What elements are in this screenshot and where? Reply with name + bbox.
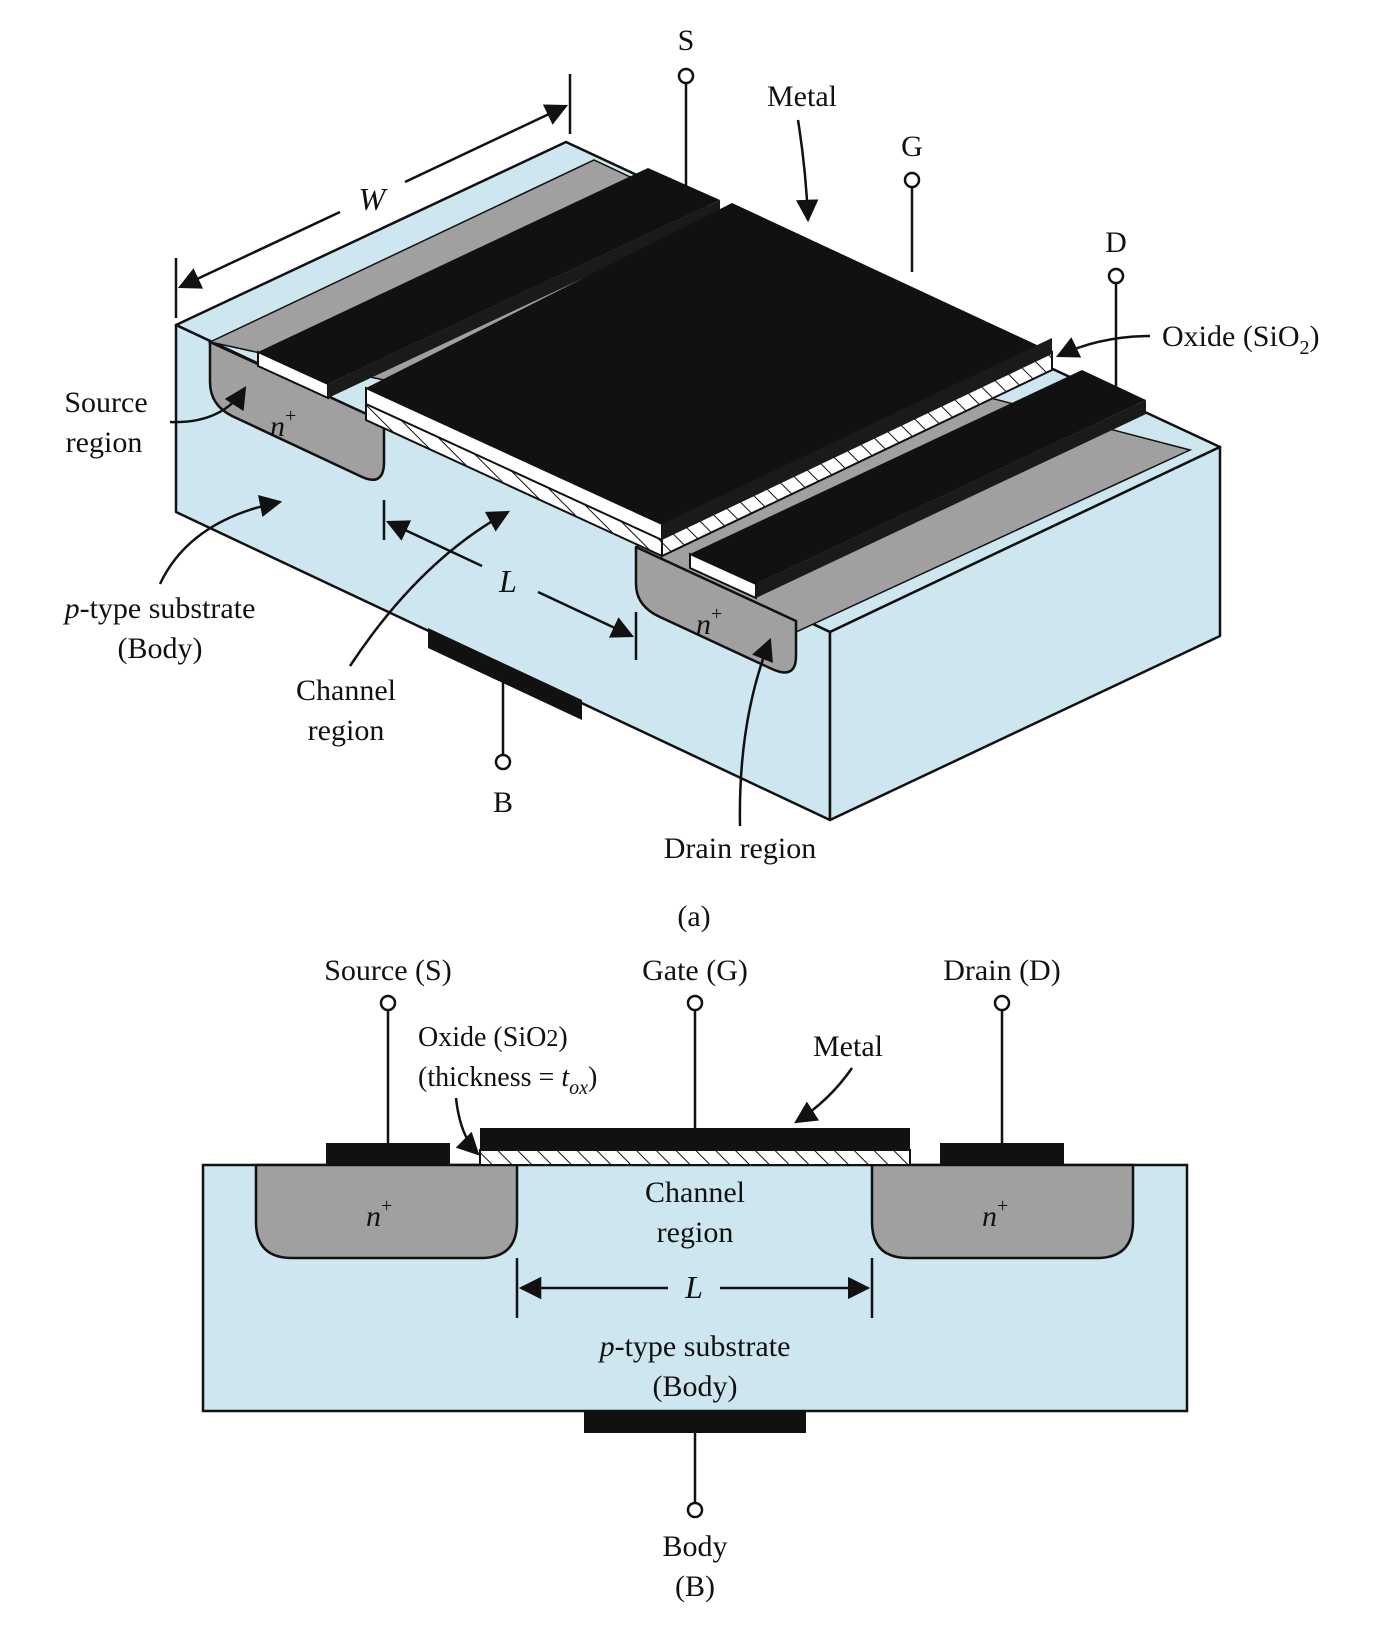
caption-a: (a) bbox=[677, 900, 710, 933]
terminal-drain bbox=[993, 994, 1011, 1012]
terminal-body bbox=[686, 1501, 704, 1519]
label-l-3d: L bbox=[498, 563, 517, 599]
label-drain-region-3d: Drain region bbox=[664, 832, 816, 865]
terminal-b-3d bbox=[494, 753, 512, 771]
label-g: G bbox=[901, 130, 923, 163]
label-oxide-cross: Oxide (SiO2) bbox=[418, 1022, 568, 1053]
label-s: S bbox=[678, 24, 695, 57]
part-b-cross-section: Source (S) Gate (G) Drain (D) Body (B) O… bbox=[201, 954, 1189, 1603]
body-metal-contact bbox=[584, 1411, 806, 1433]
label-source-region-line2: region bbox=[66, 426, 143, 459]
part-a-3d-view: S G D B W L n+ n+ Metal Oxide (SiO2) Sou… bbox=[63, 24, 1320, 933]
terminal-d-3d bbox=[1107, 267, 1125, 285]
label-w: W bbox=[359, 181, 389, 217]
source-metal-top bbox=[258, 168, 720, 384]
gate-metal bbox=[480, 1128, 910, 1150]
drain-metal-top bbox=[690, 370, 1146, 584]
oxide-layer bbox=[479, 1149, 911, 1166]
label-drain-terminal: Drain (D) bbox=[943, 954, 1060, 987]
n-plus-drain-label: n+ bbox=[982, 1195, 1008, 1233]
label-channel-cross-line1: Channel bbox=[645, 1176, 745, 1209]
label-oxide-thickness: (thickness = tox) bbox=[418, 1062, 597, 1099]
label-substrate-cross-line1: p-type substrate bbox=[598, 1330, 791, 1363]
n-plus-drain-3d: n+ bbox=[696, 603, 722, 641]
terminal-s-3d bbox=[677, 67, 695, 85]
label-source-region-line1: Source bbox=[64, 386, 147, 419]
terminal-g-3d bbox=[903, 171, 921, 189]
label-oxide-3d: Oxide (SiO2) bbox=[1162, 320, 1320, 359]
label-body-terminal-line2: (B) bbox=[675, 1570, 715, 1603]
label-substrate-3d-line1: p-type substrate bbox=[63, 592, 256, 625]
source-metal-contact bbox=[326, 1143, 450, 1165]
label-body-terminal-line1: Body bbox=[662, 1530, 727, 1563]
n-plus-drain-well bbox=[870, 1163, 1135, 1260]
drain-metal-contact bbox=[940, 1143, 1064, 1165]
label-channel-3d-line1: Channel bbox=[296, 674, 396, 707]
label-channel-cross-line2: region bbox=[657, 1216, 734, 1249]
source-well-front bbox=[208, 340, 386, 481]
label-source-terminal: Source (S) bbox=[324, 954, 451, 987]
gate-metal-top bbox=[366, 203, 1052, 538]
n-plus-source-3d: n+ bbox=[270, 405, 296, 443]
label-substrate-3d-line2: (Body) bbox=[118, 632, 203, 665]
n-plus-source-label: n+ bbox=[366, 1195, 392, 1233]
substrate-right-face bbox=[828, 445, 1222, 822]
label-substrate-cross-line2: (Body) bbox=[653, 1370, 738, 1403]
label-d: D bbox=[1105, 226, 1127, 259]
label-metal-cross: Metal bbox=[813, 1030, 883, 1063]
terminal-gate bbox=[686, 994, 704, 1012]
n-plus-source-well bbox=[254, 1163, 519, 1260]
label-channel-3d-line2: region bbox=[308, 714, 385, 747]
terminal-source bbox=[379, 994, 397, 1012]
label-metal-3d: Metal bbox=[767, 80, 837, 113]
label-b: B bbox=[493, 786, 513, 819]
label-gate-terminal: Gate (G) bbox=[642, 954, 748, 987]
body-contact-3d bbox=[428, 628, 582, 720]
label-l-cross: L bbox=[684, 1269, 703, 1305]
